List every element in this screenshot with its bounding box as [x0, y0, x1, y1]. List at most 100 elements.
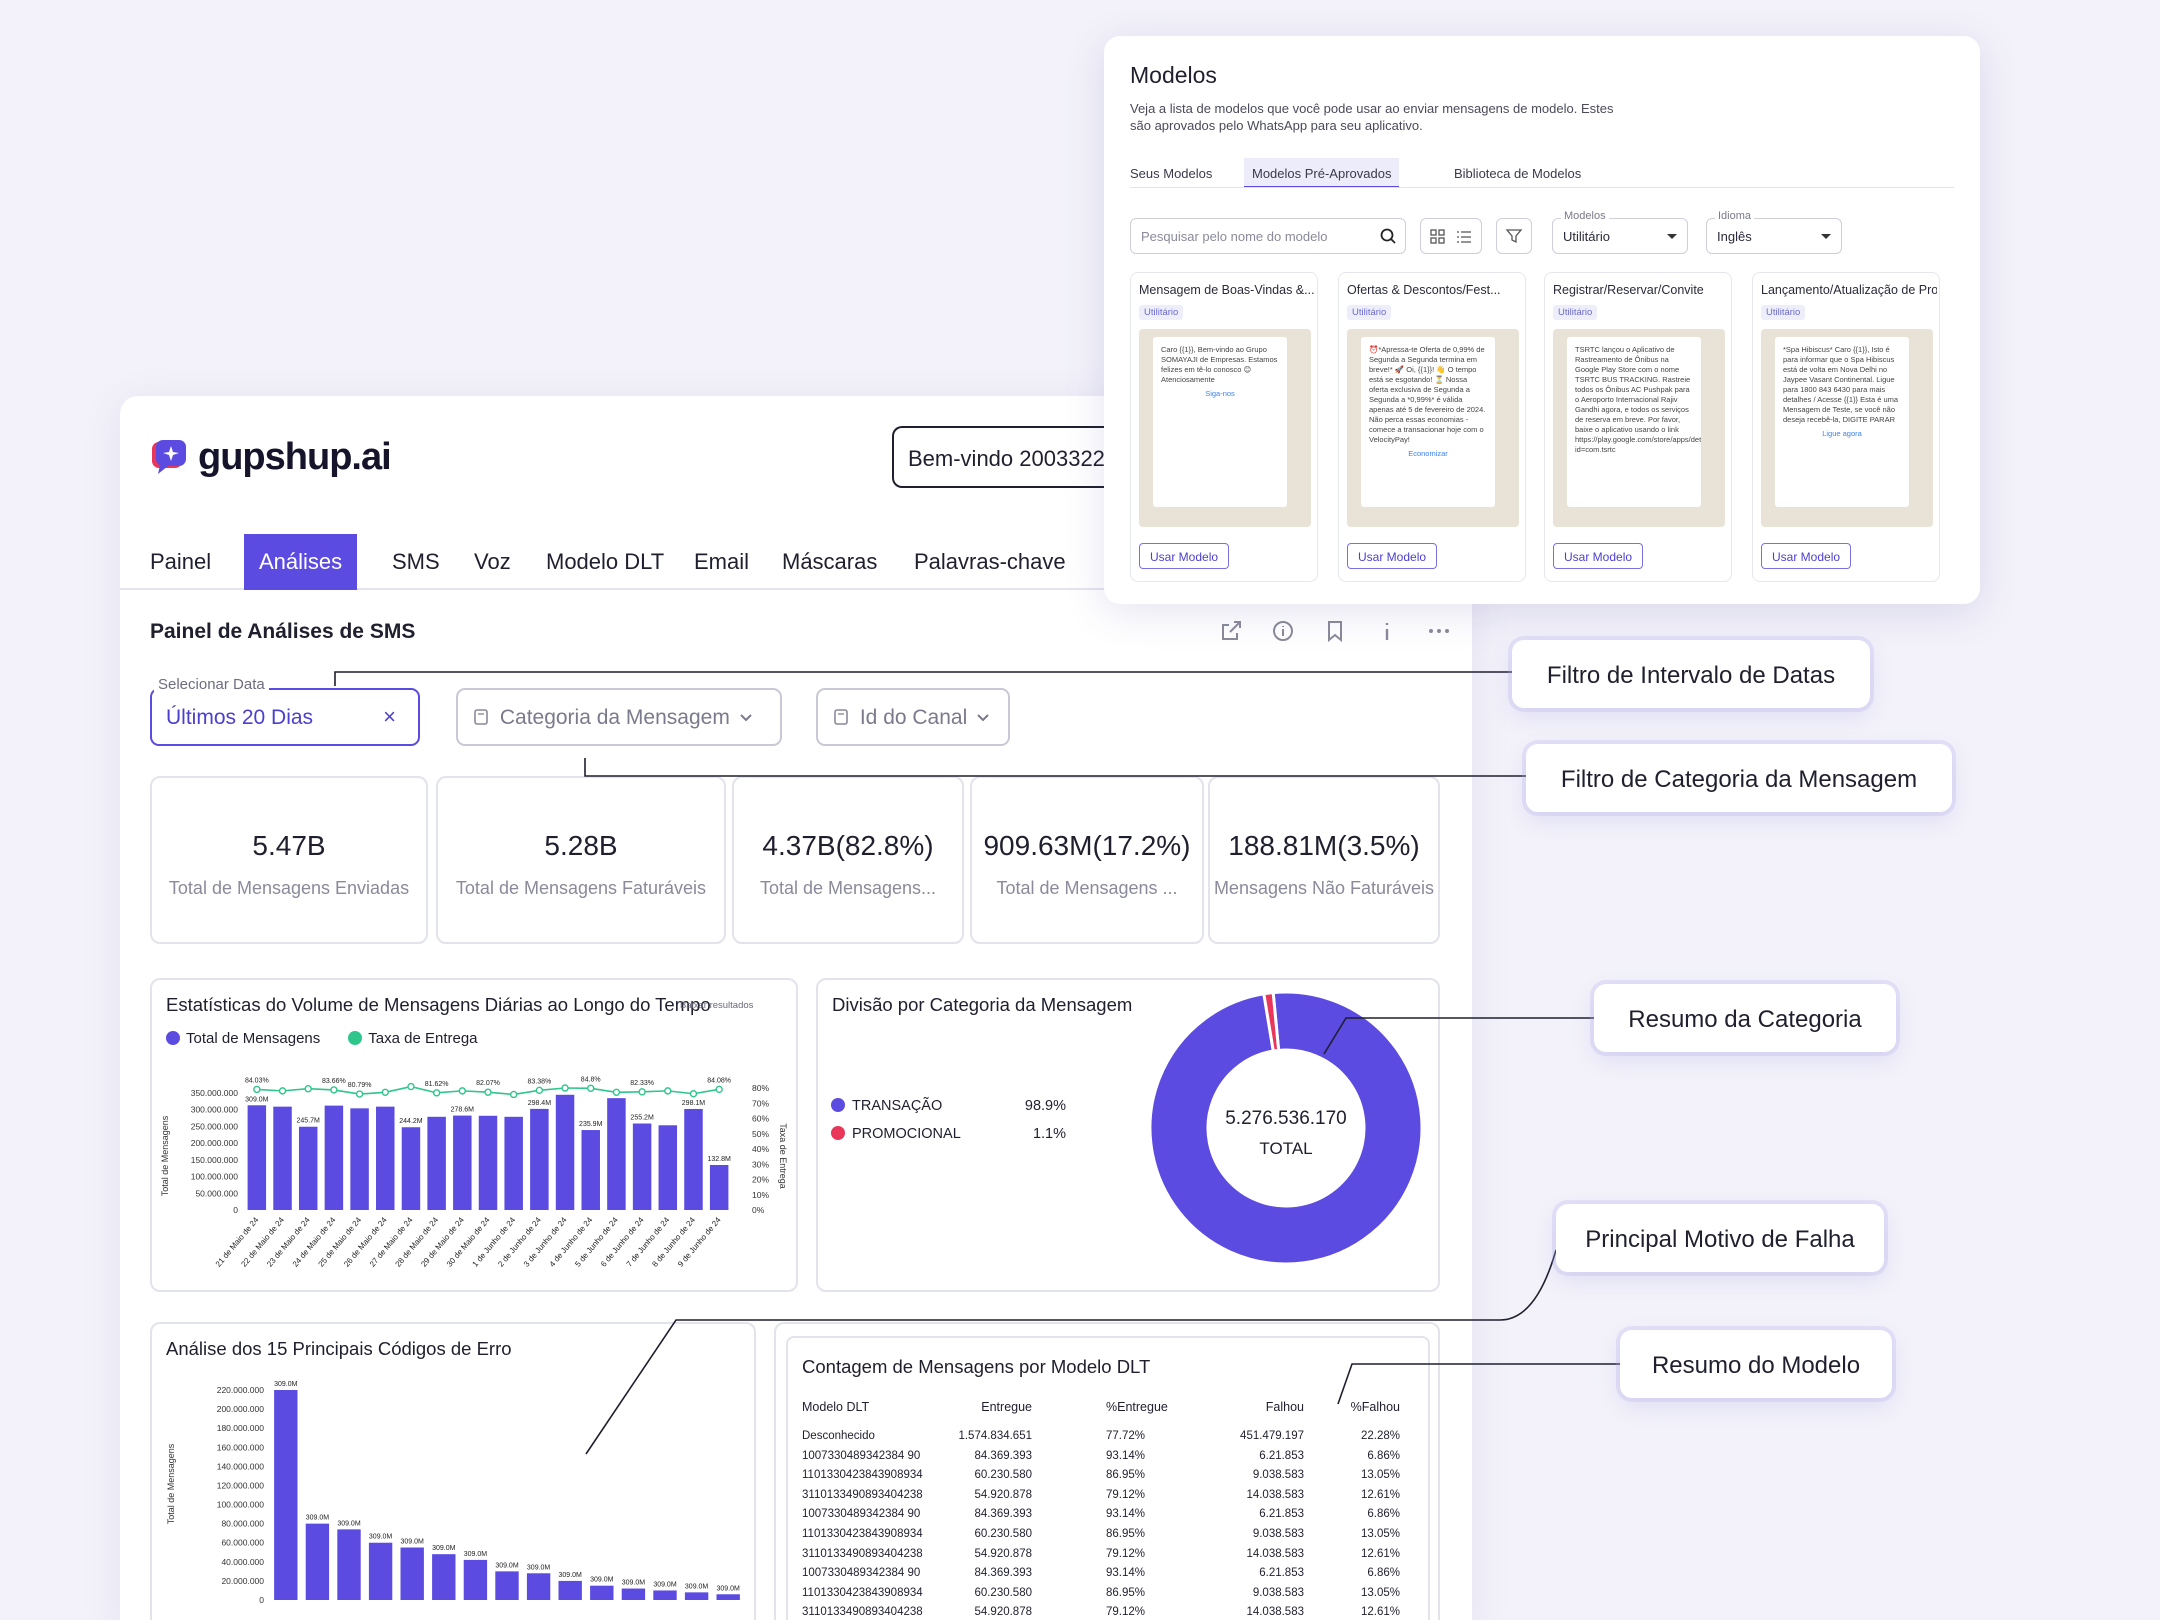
- chevron-down-icon: [739, 714, 752, 722]
- select-value: Utilitário: [1563, 229, 1610, 244]
- bar-value-label: 309.0M: [369, 1534, 393, 1541]
- rate-value-label: 80.79%: [348, 1082, 372, 1089]
- use-template-button[interactable]: Usar Modelo: [1761, 543, 1852, 569]
- template-card[interactable]: Lançamento/Atualização de Produto... Util…: [1752, 272, 1940, 582]
- table-row[interactable]: 1007330489342384 90 84.369.393 93.14% 6.21.…: [802, 1450, 1420, 1468]
- use-template-button[interactable]: Usar Modelo: [1347, 543, 1438, 569]
- tab-biblioteca-de-modelos[interactable]: Biblioteca de Modelos: [1454, 166, 1582, 181]
- kpi-label: Total de Mensagens ...: [996, 878, 1178, 898]
- grid-view-icon[interactable]: [1429, 228, 1447, 246]
- error-bar: [337, 1529, 361, 1600]
- table-row[interactable]: 1007330489342384 90 84.369.393 93.14% 6.21.…: [802, 1508, 1420, 1526]
- y-tick-label: 120.000.000: [217, 1480, 265, 1490]
- template-card[interactable]: Mensagem de Boas-Vindas &... Utilitário Ca…: [1130, 272, 1318, 582]
- nav-email[interactable]: Email: [694, 549, 750, 574]
- nav-painel[interactable]: Painel: [150, 549, 212, 574]
- clear-date-icon[interactable]: ×: [383, 704, 396, 729]
- category-badge: Utilitário: [1761, 305, 1806, 320]
- table-row[interactable]: 3110133490893404238 54.920.878 79.12% 14.03…: [802, 1489, 1420, 1507]
- list-view-icon[interactable]: [1455, 228, 1473, 246]
- kpi-label: Mensagens Não Faturáveis: [1213, 878, 1435, 898]
- volume-bar: [504, 1116, 523, 1210]
- table-cell: 6.21.853: [1259, 1567, 1304, 1580]
- logo[interactable]: gupshup.ai: [150, 436, 392, 479]
- table-row[interactable]: 3110133490893404238 54.920.878 79.12% 14.03…: [802, 1548, 1420, 1566]
- rate-value-label: 82.07%: [476, 1080, 500, 1087]
- nav-palavras-chave[interactable]: Palavras-chave: [914, 549, 1066, 574]
- models-select[interactable]: Modelos Utilitário: [1552, 210, 1688, 254]
- volume-bar: [427, 1116, 446, 1210]
- nav-sms[interactable]: SMS: [392, 549, 440, 574]
- y-tick-label: 200.000.000: [191, 1138, 239, 1148]
- download-results-link[interactable]: Baixar resultados: [680, 1000, 754, 1011]
- category-badge: Utilitário: [1553, 305, 1598, 320]
- error-bar: [274, 1390, 298, 1600]
- external-link-icon[interactable]: [1218, 618, 1244, 644]
- nav-voz[interactable]: Voz: [474, 549, 511, 574]
- info-circle-icon[interactable]: [1270, 618, 1296, 644]
- table-cell: 1101330423843908934: [802, 1586, 923, 1599]
- search-icon[interactable]: [1379, 227, 1397, 245]
- bar-value-label: 309.0M: [337, 1520, 361, 1527]
- legend-label: TRANSAÇÃO: [852, 1097, 942, 1114]
- welcome-user-box[interactable]: Bem-vindo 2003322: [892, 426, 1152, 488]
- delivery-rate-point: [484, 1088, 492, 1096]
- volume-bar: [607, 1098, 626, 1210]
- use-template-button[interactable]: Usar Modelo: [1553, 543, 1644, 569]
- template-card[interactable]: Registrar/Reservar/Convite Utilitário TSRT…: [1544, 272, 1732, 582]
- bar-value-label: 309.0M: [274, 1381, 298, 1388]
- nav-analises[interactable]: Análises: [244, 534, 358, 590]
- callout-failure-reason: Principal Motivo de Falha: [1556, 1204, 1884, 1272]
- bar-value-label: 309.0M: [495, 1562, 519, 1569]
- delivery-rate-point: [355, 1090, 364, 1098]
- legend-item-total[interactable]: Total de Mensagens: [166, 1030, 320, 1047]
- bar-value-label: 244.2M: [399, 1118, 423, 1125]
- message-category-dropdown[interactable]: Categoria da Mensagem: [456, 688, 782, 746]
- table-row[interactable]: Desconhecido 1.574.834.651 77.72% 451.479.1…: [802, 1430, 1420, 1448]
- channel-id-dropdown[interactable]: Id do Canal: [816, 688, 1010, 746]
- category-breakdown-card: Divisão por Categoria da Mensagem 5.276.…: [816, 978, 1440, 1292]
- kpi-total-sent: 5.47B Total de Mensagens Enviadas: [150, 776, 428, 944]
- filter-button[interactable]: [1496, 218, 1532, 254]
- select-label: Idioma: [1715, 210, 1755, 222]
- language-select[interactable]: Idioma Inglês: [1706, 210, 1842, 254]
- select-label: Modelos: [1561, 210, 1609, 222]
- info-icon[interactable]: [1374, 618, 1400, 644]
- nav-modelo-dlt[interactable]: Modelo DLT: [546, 549, 665, 574]
- use-template-button[interactable]: Usar Modelo: [1139, 543, 1230, 569]
- nav-mascaras[interactable]: Máscaras: [782, 549, 878, 574]
- table-row[interactable]: 3110133490893404238 54.920.878 79.12% 14.03…: [802, 1606, 1420, 1620]
- kpi-label: Total de Mensagens...: [759, 878, 937, 898]
- document-icon: [834, 709, 848, 725]
- y-tick-label: 60.000.000: [221, 1538, 264, 1548]
- volume-bar: [298, 1126, 318, 1210]
- legend-label: PROMOCIONAL: [852, 1126, 961, 1142]
- date-range-filter[interactable]: Últimos 20 Dias ×: [150, 688, 420, 746]
- template-card[interactable]: Ofertas & Descontos/Fest... Utilitário ⏰*A…: [1338, 272, 1526, 582]
- volume-bar: [376, 1106, 395, 1210]
- error-codes-chart: Total de Mensagens 220.000.000 200.000.000…: [166, 1381, 740, 1605]
- more-dots-icon[interactable]: [1426, 618, 1452, 644]
- table-row[interactable]: 1007330489342384 90 84.369.393 93.14% 6.21.…: [802, 1567, 1420, 1585]
- legend-item-rate[interactable]: Taxa de Entrega: [348, 1030, 478, 1047]
- table-row[interactable]: 1101330423843908934 60.230.580 86.95% 9.038…: [802, 1469, 1420, 1487]
- legend-label: Taxa de Entrega: [368, 1030, 478, 1047]
- page-title: Painel de Análises de SMS: [150, 620, 416, 643]
- legend-dot: [831, 1126, 845, 1140]
- template-preview: *Spa Hibiscus* Caro {{1}}, Isto é para i…: [1761, 329, 1933, 527]
- bar-value-label: 278.6M: [451, 1107, 475, 1114]
- y2-tick-label: 20%: [752, 1175, 769, 1185]
- main-nav: Painel Análises SMS Voz Modelo DLT Email…: [120, 534, 1472, 590]
- popup-title: Modelos: [1130, 62, 1217, 88]
- bookmark-icon[interactable]: [1322, 618, 1348, 644]
- table-row[interactable]: 1101330423843908934 60.230.580 86.95% 9.038…: [802, 1528, 1420, 1546]
- volume-bar: [555, 1094, 575, 1210]
- tab-seus-modelos[interactable]: Seus Modelos: [1130, 166, 1213, 181]
- table-cell: 9.038.583: [1252, 1469, 1304, 1482]
- table-row[interactable]: 1101330423843908934 60.230.580 86.95% 9.038…: [802, 1587, 1420, 1605]
- tab-divider: [1130, 187, 1954, 188]
- caret-down-icon: [1821, 234, 1831, 239]
- table-cell: 79.12%: [1106, 1547, 1146, 1560]
- template-search-input[interactable]: Pesquisar pelo nome do modelo: [1130, 218, 1406, 254]
- y-tick-label: 160.000.000: [217, 1442, 265, 1452]
